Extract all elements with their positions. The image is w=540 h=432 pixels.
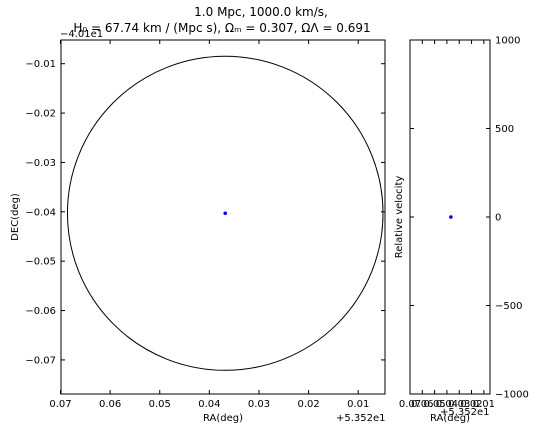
main-y-ticks: −0.01 −0.02 −0.03 −0.04 −0.05 −0.06 −0.07 (25, 59, 385, 366)
velocity-x-tick-label: 0.03 (448, 399, 470, 410)
main-y-offset-label: −4.01e1 (60, 29, 103, 40)
velocity-x-axis-label: RA(deg) (430, 413, 470, 424)
main-y-tick-label: −0.02 (25, 109, 56, 120)
velocity-x-tick-label: 0.04 (436, 399, 458, 410)
main-x-tick-label: 0.06 (99, 399, 121, 410)
main-y-tick-label: −0.06 (25, 306, 56, 317)
velocity-y-tick-label: −1000 (495, 390, 529, 401)
main-x-axis-label: RA(deg) (203, 413, 243, 424)
velocity-y-tick-label: −500 (495, 301, 522, 312)
main-plot-frame (60, 39, 386, 395)
velocity-x-ticks: 0.070.060.050.040.030.020.01 (399, 40, 495, 410)
main-y-tick-label: −0.05 (25, 257, 56, 268)
velocity-x-tick-label: 0.05 (423, 399, 445, 410)
velocity-y-tick-label: 1000 (495, 36, 520, 47)
velocity-x-tick-label: 0.02 (460, 399, 482, 410)
velocity-y-tick-label: 500 (495, 124, 514, 135)
velocity-y-tick-label: 0 (495, 213, 501, 224)
main-y-tick-label: −0.07 (25, 355, 56, 366)
main-y-tick-label: −0.01 (25, 59, 56, 70)
main-y-tick-label: −0.04 (25, 207, 56, 218)
main-x-tick-label: 0.03 (248, 399, 270, 410)
main-plot: 0.07 0.06 0.05 0.04 0.03 0.02 0.01 −0.01−0.02−… (10, 29, 386, 424)
velocity-x-tick-label: 0.06 (411, 399, 433, 410)
velocity-y-ticks: 1000 500 0 −500 −1000 (410, 36, 529, 401)
main-plot-marks (66, 55, 384, 371)
velocity-x-tick-label: 0.07 (399, 399, 421, 410)
velocity-x-offset-label: +5.352e1 (440, 407, 490, 418)
main-y-tick-label: −0.03 (25, 158, 56, 169)
galaxy-point (223, 211, 228, 216)
velocity-plot: 0.070.060.050.040.030.020.01 1000 500 0 −50… (394, 36, 529, 425)
main-y-axis-label: DEC(deg) (10, 193, 21, 241)
main-x-tick-label: 0.04 (198, 399, 220, 410)
velocity-plot-marks (449, 215, 453, 219)
main-x-tick-label: 0.07 (49, 399, 71, 410)
main-x-tick-label: 0.05 (149, 399, 171, 410)
main-x-ticks: 0.07 0.06 0.05 0.04 0.03 0.02 0.01 (49, 40, 369, 410)
chart-title-line2: H₀ = 67.74 km / (Mpc s), Ωₘ = 0.307, ΩΛ … (73, 21, 370, 35)
chart-title-line1: 1.0 Mpc, 1000.0 km/s, (194, 5, 328, 19)
main-x-offset-label: +5.352e1 (336, 413, 386, 424)
velocity-y-axis-label: Relative velocity (394, 176, 405, 259)
main-x-tick-label: 0.01 (347, 399, 369, 410)
search-radius-circle (66, 55, 384, 371)
main-x-tick-label: 0.02 (297, 399, 319, 410)
velocity-x-tick-label: 0.01 (473, 399, 495, 410)
velocity-point (449, 215, 453, 219)
